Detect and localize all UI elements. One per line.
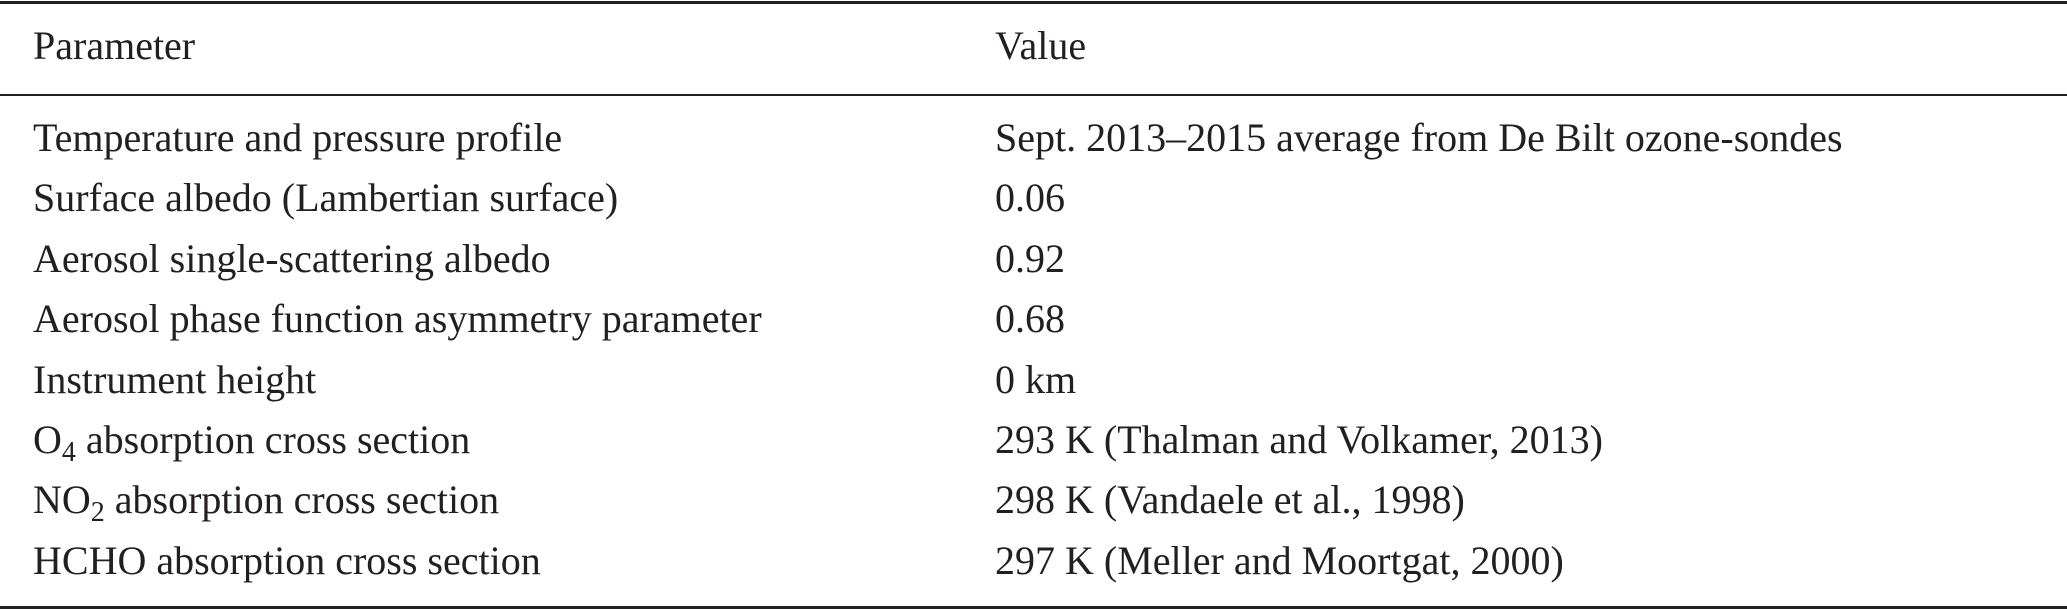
parameter-text: Surface albedo (Lambertian surface) — [33, 175, 619, 221]
parameter-text: HCHO absorption cross section — [33, 537, 541, 583]
header-cell: Value — [995, 23, 1087, 68]
parameter-text: Aerosol phase function asymmetry paramet… — [33, 296, 762, 342]
value-cell: 293 K (Thalman and Volkamer, 2013) — [995, 417, 1603, 462]
value-cell: 0 km — [995, 356, 1077, 402]
parameter-text: Temperature and pressure profile — [33, 115, 563, 160]
parameter-text: Instrument height — [33, 356, 317, 402]
parameter-cell: Temperature and pressure profile — [33, 114, 562, 162]
parameter-text: Aerosol single-scattering albedo — [33, 235, 551, 281]
parameter-cell: HCHO absorption cross section — [33, 537, 541, 585]
subscript: 2 — [90, 497, 105, 529]
parameter-cell: Aerosol phase function asymmetry paramet… — [33, 295, 762, 343]
parameter-text: NO — [33, 477, 91, 523]
parameter-cell: Surface albedo (Lambertian surface) — [33, 174, 618, 222]
parameter-text: absorption cross section — [114, 477, 500, 523]
header-cell: Parameter — [33, 23, 196, 68]
value-cell: 0.92 — [995, 235, 1065, 281]
parameter-text: absorption cross section — [85, 417, 471, 462]
parameter-cell: Instrument height — [33, 356, 316, 404]
parameter-text: O — [33, 417, 62, 462]
header-rule — [0, 94, 2067, 96]
parameter-cell: O4 absorption cross section — [33, 416, 471, 467]
subscript: 4 — [61, 437, 76, 468]
value-cell: 0.06 — [995, 175, 1065, 221]
value-cell: 298 K (Vandaele et al., 1998) — [995, 477, 1465, 523]
bottom-rule — [0, 606, 2067, 609]
value-cell: 297 K (Meller and Moortgat, 2000) — [995, 537, 1564, 583]
value-cell: Sept. 2013–2015 average from De Bilt ozo… — [995, 115, 1843, 160]
parameter-cell: NO2 absorption cross section — [33, 476, 500, 527]
value-cell: 0.68 — [995, 296, 1065, 342]
top-rule — [0, 1, 2067, 4]
parameter-cell: Aerosol single-scattering albedo — [33, 235, 551, 283]
